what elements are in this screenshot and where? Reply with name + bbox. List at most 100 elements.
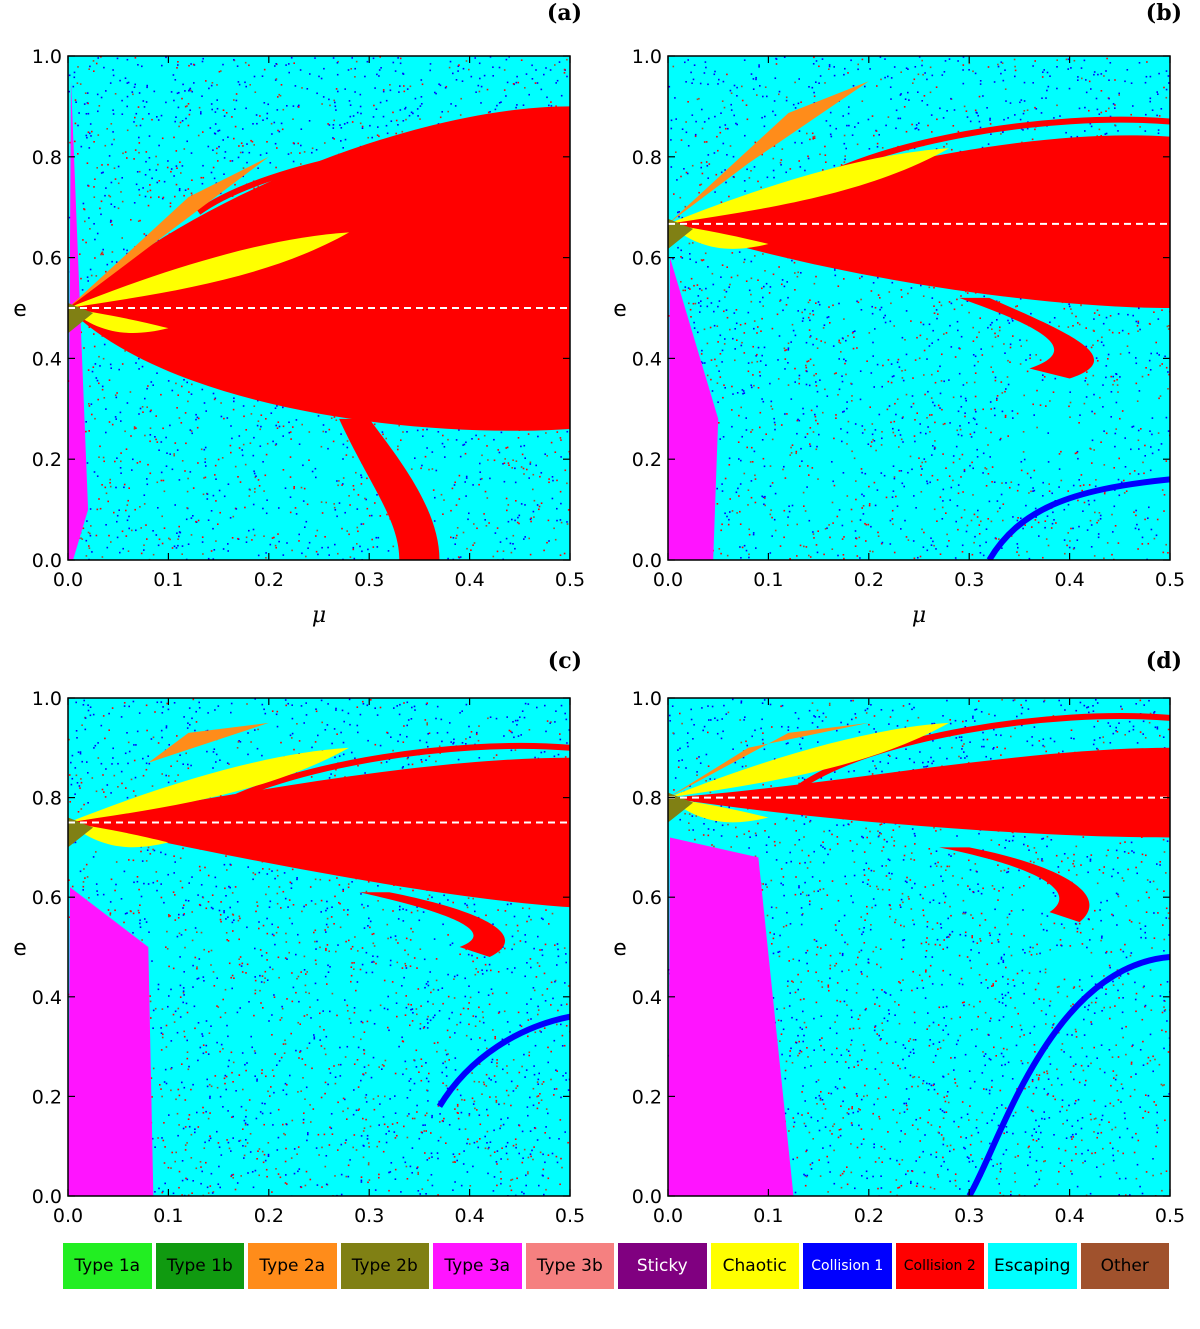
speckle-point [937, 404, 940, 407]
speckle-point [145, 101, 148, 103]
speckle-point [188, 89, 190, 92]
speckle-point [320, 445, 323, 448]
speckle-point [854, 126, 856, 128]
speckle-point [850, 382, 852, 385]
speckle-point [721, 349, 724, 352]
speckle-point [891, 496, 894, 498]
speckle-point [854, 423, 857, 425]
speckle-point [524, 87, 526, 89]
speckle-point [949, 324, 951, 327]
speckle-point [941, 408, 943, 411]
speckle-point [286, 105, 288, 107]
speckle-point [882, 364, 884, 367]
speckle-point [946, 533, 948, 536]
speckle-point [757, 387, 760, 389]
speckle-point [750, 480, 753, 482]
speckle-point [973, 513, 976, 516]
speckle-point [907, 539, 910, 541]
speckle-point [832, 304, 834, 307]
speckle-point [403, 85, 405, 87]
speckle-point [251, 539, 253, 541]
speckle-point [488, 522, 490, 524]
speckle-point [873, 134, 875, 137]
speckle-point [818, 433, 820, 436]
speckle-point [87, 102, 89, 105]
speckle-point [119, 411, 122, 414]
speckle-point [785, 171, 787, 174]
speckle-point [731, 425, 733, 428]
speckle-point [1006, 376, 1009, 378]
speckle-point [531, 64, 533, 67]
speckle-point [678, 211, 680, 213]
speckle-point [265, 557, 267, 559]
speckle-point [390, 120, 393, 122]
speckle-point [487, 459, 489, 461]
speckle-point [1097, 536, 1100, 539]
speckle-point [677, 211, 679, 214]
speckle-point [747, 370, 750, 373]
speckle-point [517, 437, 520, 439]
speckle-point [260, 414, 263, 416]
speckle-point [794, 272, 796, 274]
speckle-point [1049, 321, 1051, 324]
speckle-point [548, 104, 550, 107]
speckle-point [138, 136, 140, 139]
speckle-point [1098, 113, 1101, 115]
speckle-point [817, 530, 819, 532]
speckle-point [1088, 503, 1090, 506]
speckle-point [1036, 426, 1038, 429]
speckle-point [710, 359, 713, 361]
speckle-point [1011, 317, 1013, 320]
speckle-point [198, 106, 201, 109]
speckle-point [458, 64, 460, 66]
speckle-point [1132, 314, 1134, 317]
speckle-point [741, 99, 744, 102]
speckle-point [520, 445, 522, 448]
speckle-point [724, 512, 726, 515]
speckle-point [917, 128, 920, 131]
speckle-point [871, 423, 874, 425]
speckle-point [972, 417, 975, 420]
speckle-point [1115, 428, 1117, 430]
speckle-point [141, 406, 144, 408]
speckle-point [846, 431, 849, 434]
speckle-point [187, 188, 190, 190]
speckle-point [336, 480, 338, 482]
speckle-point [1085, 79, 1087, 81]
speckle-point [1001, 547, 1003, 549]
speckle-point [807, 465, 809, 467]
speckle-point [940, 304, 943, 307]
speckle-point [504, 458, 506, 460]
speckle-point [877, 535, 880, 537]
speckle-point [926, 549, 929, 552]
speckle-point [948, 540, 950, 542]
speckle-point [777, 359, 779, 361]
speckle-point [158, 538, 161, 541]
speckle-point [458, 498, 461, 500]
speckle-point [259, 428, 261, 431]
speckle-point [822, 411, 824, 414]
speckle-point [156, 116, 158, 118]
speckle-point [806, 433, 809, 435]
speckle-point [726, 554, 729, 557]
speckle-point [434, 496, 436, 499]
speckle-point [126, 402, 129, 404]
speckle-point [974, 395, 977, 398]
speckle-point [121, 363, 124, 365]
speckle-point [99, 445, 101, 448]
speckle-point [82, 527, 85, 530]
speckle-point [677, 246, 679, 249]
speckle-point [389, 84, 391, 86]
speckle-point [503, 462, 506, 464]
speckle-point [1106, 57, 1108, 60]
speckle-point [1011, 410, 1014, 412]
speckle-point [403, 90, 406, 93]
speckle-point [205, 410, 207, 412]
speckle-point [873, 481, 876, 484]
speckle-point [91, 370, 94, 373]
speckle-point [220, 402, 222, 404]
speckle-point [1051, 522, 1054, 525]
speckle-point [811, 132, 814, 135]
speckle-point [465, 477, 468, 479]
speckle-point [837, 285, 840, 287]
